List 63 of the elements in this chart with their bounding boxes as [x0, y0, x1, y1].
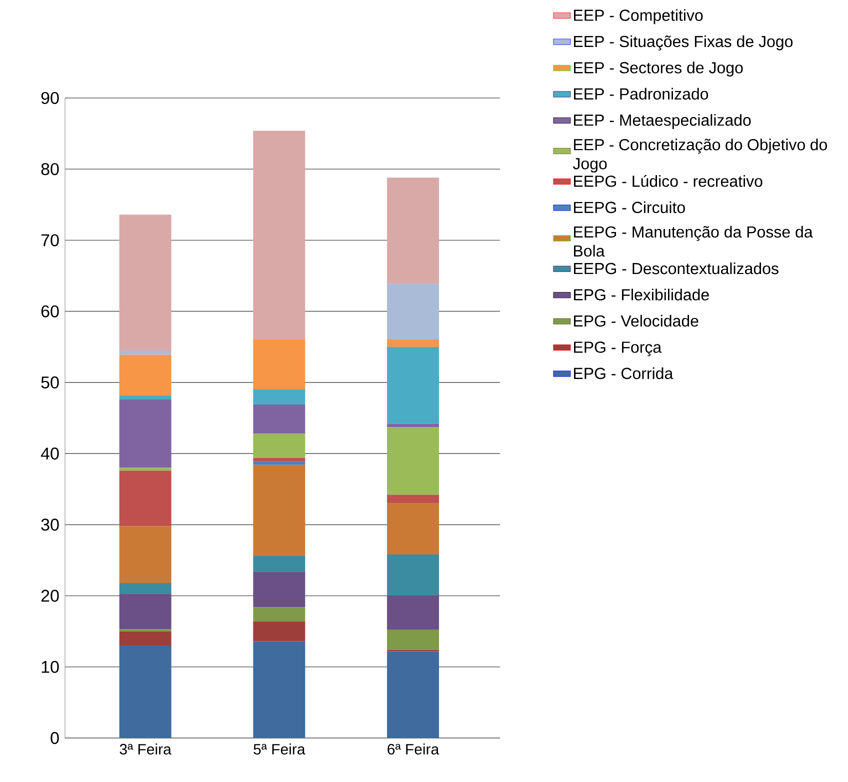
bar — [253, 339, 306, 390]
bar — [387, 178, 440, 284]
bar — [253, 461, 306, 465]
y-tick-label: 40 — [40, 448, 59, 460]
bar — [253, 607, 306, 622]
y-tick-label: 10 — [42, 660, 59, 673]
y-tick-label: 60 — [41, 305, 59, 318]
legend-label: EEP - Situações Fixas de Jogo — [574, 35, 793, 50]
bar — [387, 284, 440, 340]
legend-label: EEP - Padronizado — [574, 88, 708, 100]
bar — [119, 350, 172, 355]
bar — [387, 346, 440, 424]
bar — [387, 494, 440, 504]
y-tick-label: 30 — [41, 518, 59, 531]
bar — [119, 214, 172, 350]
bar — [387, 595, 440, 630]
bar — [119, 470, 172, 526]
legend-label: EEPG - Circuito — [574, 201, 685, 214]
bar — [119, 646, 172, 738]
y-tick-label: 0 — [50, 732, 59, 744]
legend-label: EEP - Sectores de Jogo — [574, 62, 743, 77]
bar — [253, 556, 306, 572]
x-tick-label: 3ª Feira — [120, 744, 172, 755]
bar — [119, 400, 172, 468]
y-tick-label: 70 — [41, 234, 59, 246]
bar — [387, 651, 440, 738]
bar — [119, 354, 172, 396]
bar — [119, 582, 172, 594]
bar — [387, 630, 440, 650]
legend-label: EEP - Concretização do Objetivo do Jogo — [572, 138, 827, 173]
bar — [253, 130, 306, 340]
legend-label: EPG - Flexibilidade — [574, 288, 709, 300]
bar — [253, 458, 306, 462]
legend-label: EEPG - Descontextualizados — [574, 262, 778, 274]
legend-label: EPG - Força — [574, 342, 662, 356]
bar — [253, 404, 306, 434]
bar — [119, 631, 172, 646]
bar — [119, 594, 172, 630]
bar — [387, 503, 440, 555]
bar — [253, 572, 306, 608]
bar — [119, 395, 172, 400]
bar — [387, 339, 440, 347]
bar — [119, 526, 172, 583]
x-tick-label: 6ª Feira — [388, 744, 440, 755]
y-tick-label: 50 — [41, 376, 59, 388]
legend-label: EEPG - Manutenção da Posse da Bola — [574, 226, 813, 257]
bar — [387, 427, 440, 495]
bar — [387, 424, 440, 428]
bar — [253, 464, 306, 556]
y-tick-label: 90 — [41, 92, 59, 104]
y-tick-label: 80 — [41, 163, 59, 176]
bar — [253, 390, 306, 404]
bar — [253, 621, 306, 642]
legend-label: EPG - Corrida — [574, 367, 674, 380]
legend-label: EPG - Velocidade — [574, 314, 698, 327]
bar — [387, 554, 440, 596]
legend-label: EEP - Metaespecializado — [574, 114, 751, 129]
y-tick-label: 20 — [41, 590, 59, 602]
bar — [253, 641, 306, 738]
x-tick-label: 5ª Feira — [254, 744, 306, 755]
legend-label: EEP - Competitivo — [574, 9, 703, 24]
legend-label: EEPG - Lúdico - recreativo — [574, 174, 762, 187]
bar — [253, 434, 306, 458]
